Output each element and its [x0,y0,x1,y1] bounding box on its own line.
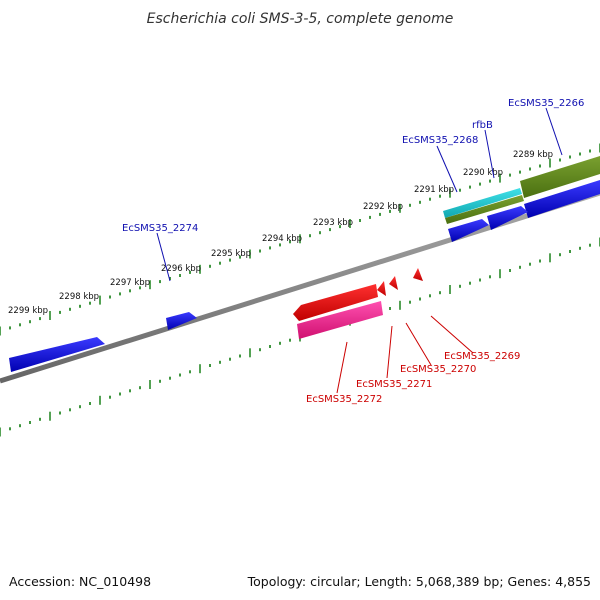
tick-label: 2294 kbp [262,234,302,244]
tick-label: 2297 kbp [110,278,150,288]
map-title: Escherichia coli SMS-3-5, complete genom… [147,11,454,27]
tick-label: 2296 kbp [161,264,201,274]
region-feature[interactable] [520,156,600,198]
tick-label: 2291 kbp [414,185,454,195]
reverse-gene-arrow[interactable] [297,301,383,339]
genome-summary-text: Topology: circular; Length: 5,068,389 bp… [247,574,591,589]
accession-text: Accession: NC_010498 [9,574,151,589]
forward-gene-arrow[interactable] [166,312,197,330]
tick-label: 2295 kbp [211,249,251,259]
gene-label[interactable]: EcSMS35_2274 [122,223,198,234]
gene-label[interactable]: EcSMS35_2268 [402,135,478,146]
gene-label[interactable]: EcSMS35_2271 [356,379,432,390]
reverse-gene-arrow[interactable] [389,276,398,290]
gene-label[interactable]: rfbB [472,120,493,131]
reverse-gene-arrow[interactable] [413,268,423,281]
forward-gene-arrow[interactable] [487,206,528,230]
tick-tracks [0,143,600,437]
forward-features [9,156,600,372]
reverse-gene-arrow[interactable] [377,281,386,296]
tick-label: 2299 kbp [8,306,48,316]
gene-label[interactable]: EcSMS35_2272 [306,394,382,405]
forward-gene-arrow[interactable] [9,337,105,372]
tick-label: 2289 kbp [513,150,553,160]
label-callouts [156,107,563,394]
forward-gene-arrow[interactable] [524,180,600,218]
gene-labels: EcSMS35_2266 rfbB EcSMS35_2268 EcSMS35_2… [122,98,584,405]
gene-label[interactable]: EcSMS35_2266 [508,98,584,109]
gene-label[interactable]: EcSMS35_2270 [400,364,476,375]
forward-gene-arrow[interactable] [448,219,489,242]
tick-label: 2292 kbp [363,202,403,212]
reverse-gene-arrow[interactable] [293,284,378,321]
reverse-features [293,268,423,339]
gene-label[interactable]: EcSMS35_2269 [444,351,520,362]
genome-backbone [0,190,600,384]
tick-labels: 2289 kbp 2290 kbp 2291 kbp 2292 kbp 2293… [8,150,553,316]
rrna-feature[interactable] [443,188,522,218]
tick-label: 2290 kbp [463,168,503,178]
region-feature[interactable] [445,195,524,224]
tick-label: 2298 kbp [59,292,99,302]
tick-label: 2293 kbp [313,218,353,228]
